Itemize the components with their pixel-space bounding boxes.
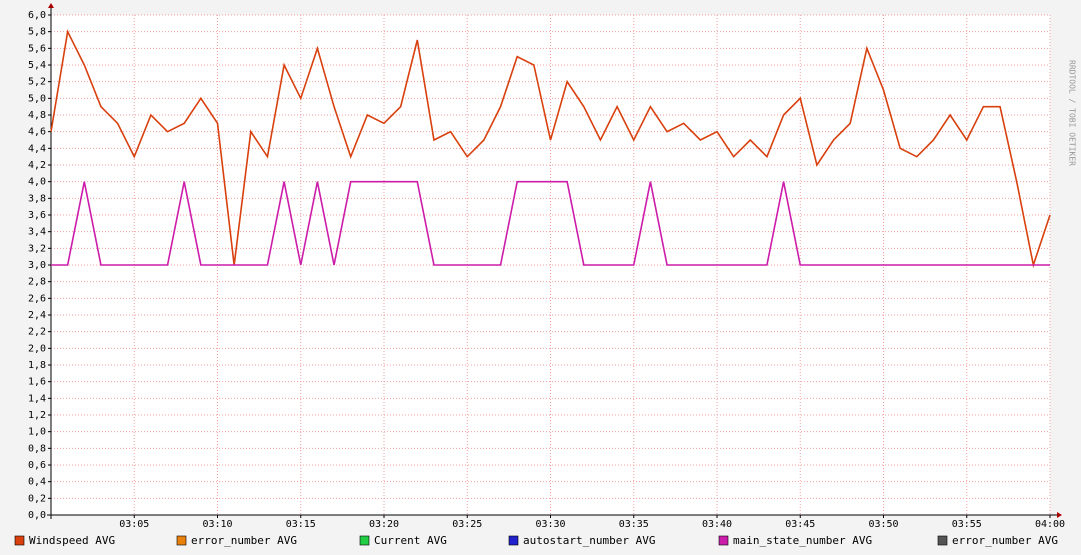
x-tick-label: 03:40 xyxy=(702,519,732,530)
y-tick-label: 5,6 xyxy=(28,43,46,54)
y-tick-label: 0,6 xyxy=(28,460,46,471)
y-tick-label: 1,6 xyxy=(28,377,46,388)
y-tick-label: 3,6 xyxy=(28,210,46,221)
x-tick-label: 03:25 xyxy=(452,519,482,530)
y-tick-label: 1,0 xyxy=(28,427,46,438)
y-tick-label: 4,8 xyxy=(28,110,46,121)
y-tick-label: 3,4 xyxy=(28,227,46,238)
legend-swatch xyxy=(508,535,519,546)
y-tick-label: 2,8 xyxy=(28,277,46,288)
x-tick-label: 03:50 xyxy=(868,519,898,530)
x-axis-arrow xyxy=(1057,512,1062,518)
x-tick-label: 03:35 xyxy=(619,519,649,530)
legend-label: Windspeed AVG xyxy=(29,534,115,547)
legend-swatch xyxy=(176,535,187,546)
legend-swatch xyxy=(359,535,370,546)
x-tick-label: 03:55 xyxy=(952,519,982,530)
legend-label: error_number AVG xyxy=(191,534,297,547)
y-axis-arrow xyxy=(48,3,54,8)
y-tick-label: 3,0 xyxy=(28,260,46,271)
y-tick-label: 2,2 xyxy=(28,327,46,338)
series-line xyxy=(51,180,1050,266)
y-tick-label: 1,8 xyxy=(28,360,46,371)
legend-label: main_state_number AVG xyxy=(733,534,872,547)
x-tick-label: 03:15 xyxy=(286,519,316,530)
y-tick-label: 5,8 xyxy=(28,27,46,38)
y-tick-label: 0,0 xyxy=(28,510,46,521)
legend-label: autostart_number AVG xyxy=(523,534,655,547)
y-tick-label: 6,0 xyxy=(28,10,46,21)
y-tick-label: 0,8 xyxy=(28,443,46,454)
y-tick-label: 2,4 xyxy=(28,310,46,321)
legend-swatch xyxy=(937,535,948,546)
legend-label: Current AVG xyxy=(374,534,447,547)
y-tick-label: 4,4 xyxy=(28,143,46,154)
y-tick-label: 2,6 xyxy=(28,293,46,304)
y-tick-label: 4,2 xyxy=(28,160,46,171)
x-tick-label: 03:10 xyxy=(202,519,232,530)
y-tick-label: 3,2 xyxy=(28,243,46,254)
x-tick-label: 03:05 xyxy=(119,519,149,530)
x-tick-label: 03:20 xyxy=(369,519,399,530)
x-tick-label: 04:00 xyxy=(1035,519,1065,530)
y-tick-label: 1,2 xyxy=(28,410,46,421)
y-tick-label: 0,4 xyxy=(28,477,46,488)
y-tick-label: 2,0 xyxy=(28,343,46,354)
legend-label: error_number AVG xyxy=(952,534,1058,547)
y-tick-label: 0,2 xyxy=(28,493,46,504)
y-tick-label: 4,0 xyxy=(28,177,46,188)
y-tick-label: 5,2 xyxy=(28,77,46,88)
y-tick-label: 5,4 xyxy=(28,60,46,71)
x-tick-label: 03:45 xyxy=(785,519,815,530)
y-tick-label: 3,8 xyxy=(28,193,46,204)
x-tick-label: 03:30 xyxy=(535,519,565,530)
y-tick-label: 4,6 xyxy=(28,127,46,138)
legend-swatch xyxy=(14,535,25,546)
y-tick-label: 1,4 xyxy=(28,393,46,404)
watermark: RRDTOOL / TOBI OETIKER xyxy=(1068,60,1077,166)
y-tick-label: 5,0 xyxy=(28,93,46,104)
legend-swatch xyxy=(718,535,729,546)
series-line xyxy=(50,29,1051,269)
